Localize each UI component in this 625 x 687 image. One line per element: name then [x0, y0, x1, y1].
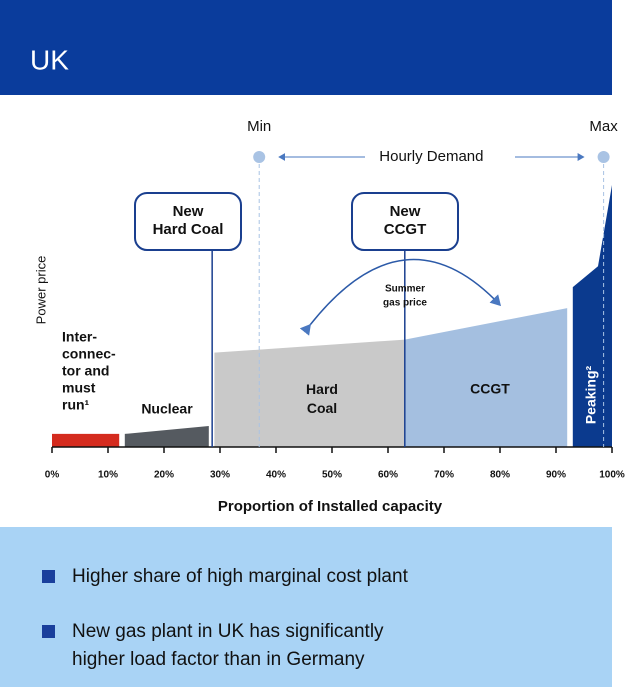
x-tick-label: 70%	[434, 470, 454, 481]
bullet-panel	[0, 527, 612, 687]
new-plant-label: New	[390, 203, 421, 220]
x-tick-label: 60%	[378, 470, 398, 481]
bullet-text: higher load factor than in Germany	[72, 649, 365, 670]
segment	[52, 433, 120, 447]
x-tick-label: 40%	[266, 470, 286, 481]
new-plant-label: New	[173, 203, 204, 220]
demand-max-label: Max	[589, 118, 618, 135]
segment-label: must	[62, 380, 96, 396]
x-tick-label: 30%	[210, 470, 230, 481]
segment	[572, 185, 612, 447]
segment-label: tor and	[62, 363, 109, 379]
segment	[404, 308, 568, 447]
demand-label: Hourly Demand	[379, 148, 483, 165]
new-plant-label: CCGT	[384, 221, 427, 238]
bullet-text: Higher share of high marginal cost plant	[72, 566, 409, 587]
x-tick-label: 50%	[322, 470, 342, 481]
new-plant-box	[351, 192, 459, 251]
x-tick-label: 20%	[154, 470, 174, 481]
x-tick-label: 0%	[45, 470, 60, 481]
segment-label: Hard	[306, 381, 338, 397]
header-title: UK	[30, 44, 69, 75]
demand-max-dot	[597, 151, 610, 163]
segment-label: run¹	[62, 397, 90, 413]
segment	[124, 426, 209, 447]
x-tick-label: 80%	[490, 470, 510, 481]
gas-note: Summer	[385, 284, 425, 295]
gas-arrow	[299, 258, 502, 336]
demand-min-label: Min	[247, 118, 271, 135]
x-tick-label: 10%	[98, 470, 118, 481]
new-plant-box	[134, 192, 242, 251]
x-axis-label: Proportion of Installed capacity	[218, 498, 443, 515]
y-axis-label: Power price	[33, 256, 48, 325]
x-tick-label: 90%	[546, 470, 566, 481]
demand-min-dot	[253, 151, 266, 163]
header-bar	[0, 0, 612, 95]
bullet-marker	[42, 625, 55, 638]
segment-label: Inter-	[62, 329, 97, 345]
segment	[214, 339, 405, 447]
segment-label: Coal	[307, 400, 337, 416]
new-plant-label: Hard Coal	[153, 221, 224, 238]
segment-label: Peaking²	[583, 365, 599, 424]
segment-label: connec-	[62, 346, 116, 362]
bullet-text: New gas plant in UK has significantly	[72, 621, 384, 642]
segment-label: Nuclear	[141, 401, 193, 417]
gas-note: gas price	[383, 298, 427, 309]
segment-label: CCGT	[470, 381, 510, 397]
x-tick-label: 100%	[599, 470, 625, 481]
bullet-marker	[42, 570, 55, 583]
